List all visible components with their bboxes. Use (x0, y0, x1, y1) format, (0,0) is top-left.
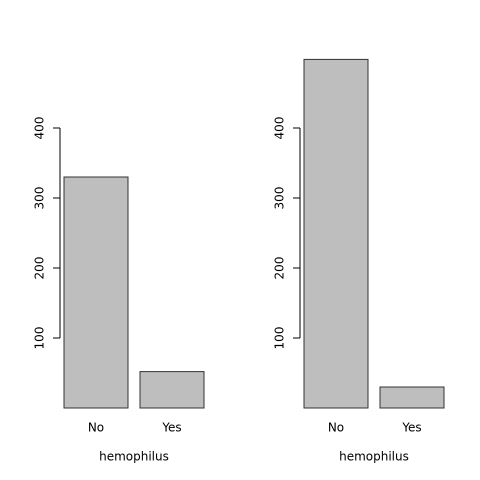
bar (303, 58, 369, 409)
y-tick-label: 400 (273, 117, 287, 140)
y-tick-label: 300 (33, 187, 47, 210)
x-tick-label: Yes (161, 421, 181, 435)
y-tick-label: 100 (33, 327, 47, 350)
x-tick-label: Yes (401, 421, 421, 435)
y-tick-label: 300 (273, 187, 287, 210)
x-tick-label: No (88, 421, 104, 435)
x-tick-label: No (328, 421, 344, 435)
y-tick-label: 200 (273, 257, 287, 280)
y-tick-label: 200 (33, 257, 47, 280)
y-tick-label: 400 (33, 117, 47, 140)
y-tick-label: 100 (273, 327, 287, 350)
x-axis-label: hemophilus (339, 450, 409, 464)
bar (63, 176, 129, 409)
x-axis-label: hemophilus (99, 450, 169, 464)
bar (379, 386, 445, 409)
bar (139, 371, 205, 409)
